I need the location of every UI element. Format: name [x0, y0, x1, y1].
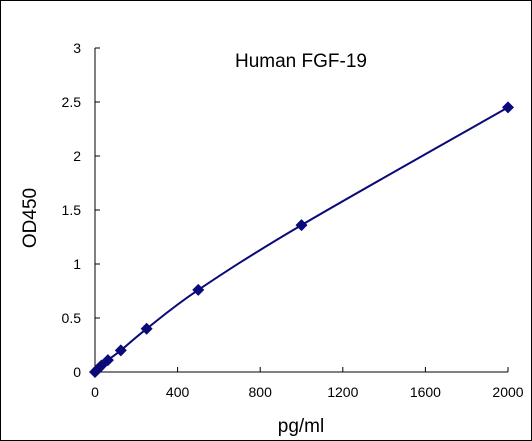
x-tick-label: 2000 — [492, 384, 523, 400]
y-tick-label: 1.5 — [62, 202, 82, 218]
y-axis — [94, 47, 100, 373]
data-point-diamond — [140, 322, 153, 335]
y-tick-label: 0.5 — [62, 310, 82, 326]
y-tick-label: 3 — [73, 40, 81, 56]
y-axis-title: OD450 — [20, 188, 41, 248]
x-axis — [94, 367, 509, 373]
x-axis-title: pg/ml — [278, 416, 324, 437]
data-point-diamond — [114, 344, 127, 357]
data-points — [89, 101, 514, 378]
y-tick-label: 2.5 — [62, 94, 82, 110]
x-tick-label: 0 — [91, 384, 99, 400]
x-tick-label: 800 — [249, 384, 273, 400]
data-point-diamond — [192, 283, 205, 296]
x-tick-label: 1200 — [327, 384, 358, 400]
x-tick-label: 400 — [166, 384, 190, 400]
y-tick-label: 1 — [73, 256, 81, 272]
y-tick-labels: 0 0.5 1 1.5 2 2.5 3 — [62, 40, 82, 380]
fit-curve — [94, 106, 509, 373]
data-point-diamond — [295, 219, 308, 232]
x-tick-label: 1600 — [410, 384, 441, 400]
chart-title: Human FGF-19 — [235, 51, 367, 72]
data-point-diamond — [101, 354, 114, 367]
y-tick-label: 2 — [73, 148, 81, 164]
y-tick-label: 0 — [73, 364, 81, 380]
data-point-diamond — [502, 101, 514, 114]
x-tick-labels: 0 400 800 1200 1600 2000 — [91, 384, 524, 400]
